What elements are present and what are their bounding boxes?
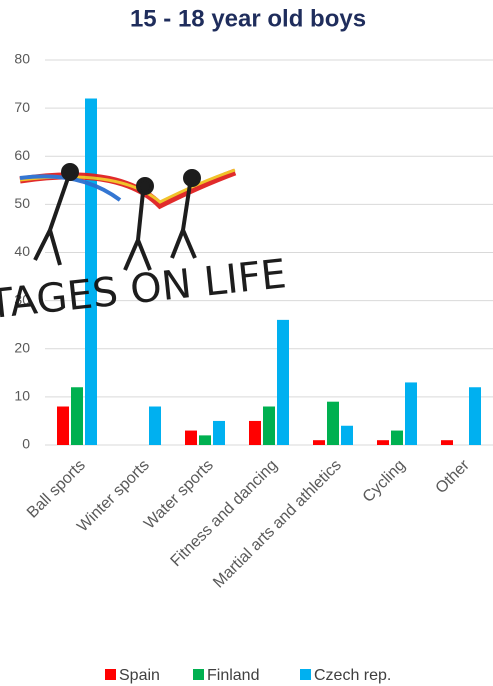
bar [71,387,83,445]
logo: STAGES ON LIFE [0,163,288,331]
legend-label: Finland [207,667,259,684]
chart-title: 15 - 18 year old boys [130,5,366,32]
bar [377,440,389,445]
legend-label: Czech rep. [314,667,391,684]
bar [341,425,353,445]
bar [57,406,69,445]
bar [405,382,417,445]
legend-label: Spain [119,667,160,684]
y-tick-label: 80 [14,51,30,67]
legend-swatch [300,669,311,680]
x-tick-label: Ball sports [24,457,89,522]
legend-swatch [193,669,204,680]
y-tick-label: 40 [14,243,30,259]
bar [249,420,261,445]
bar [313,440,325,445]
bar [149,406,161,445]
bar [441,440,453,445]
y-tick-label: 70 [14,99,30,115]
bar [277,319,289,445]
bar [469,387,481,445]
bar [185,430,197,445]
x-tick-label: Other [432,456,473,497]
bar [327,401,339,445]
y-tick-label: 20 [14,339,30,355]
legend-swatch [105,669,116,680]
logo-text: STAGES ON LIFE [0,251,288,331]
y-tick-label: 60 [14,147,30,163]
bar [199,435,211,445]
y-tick-label: 0 [22,436,30,452]
x-tick-label: Fitness and dancing [168,457,281,570]
bar [263,406,275,445]
bar [391,430,403,445]
x-tick-label: Martial arts and athletics [210,457,345,592]
y-tick-label: 10 [14,388,30,404]
bar [213,420,225,445]
x-tick-label: Cycling [360,457,409,506]
y-tick-label: 30 [14,291,30,307]
y-tick-label: 50 [14,195,30,211]
